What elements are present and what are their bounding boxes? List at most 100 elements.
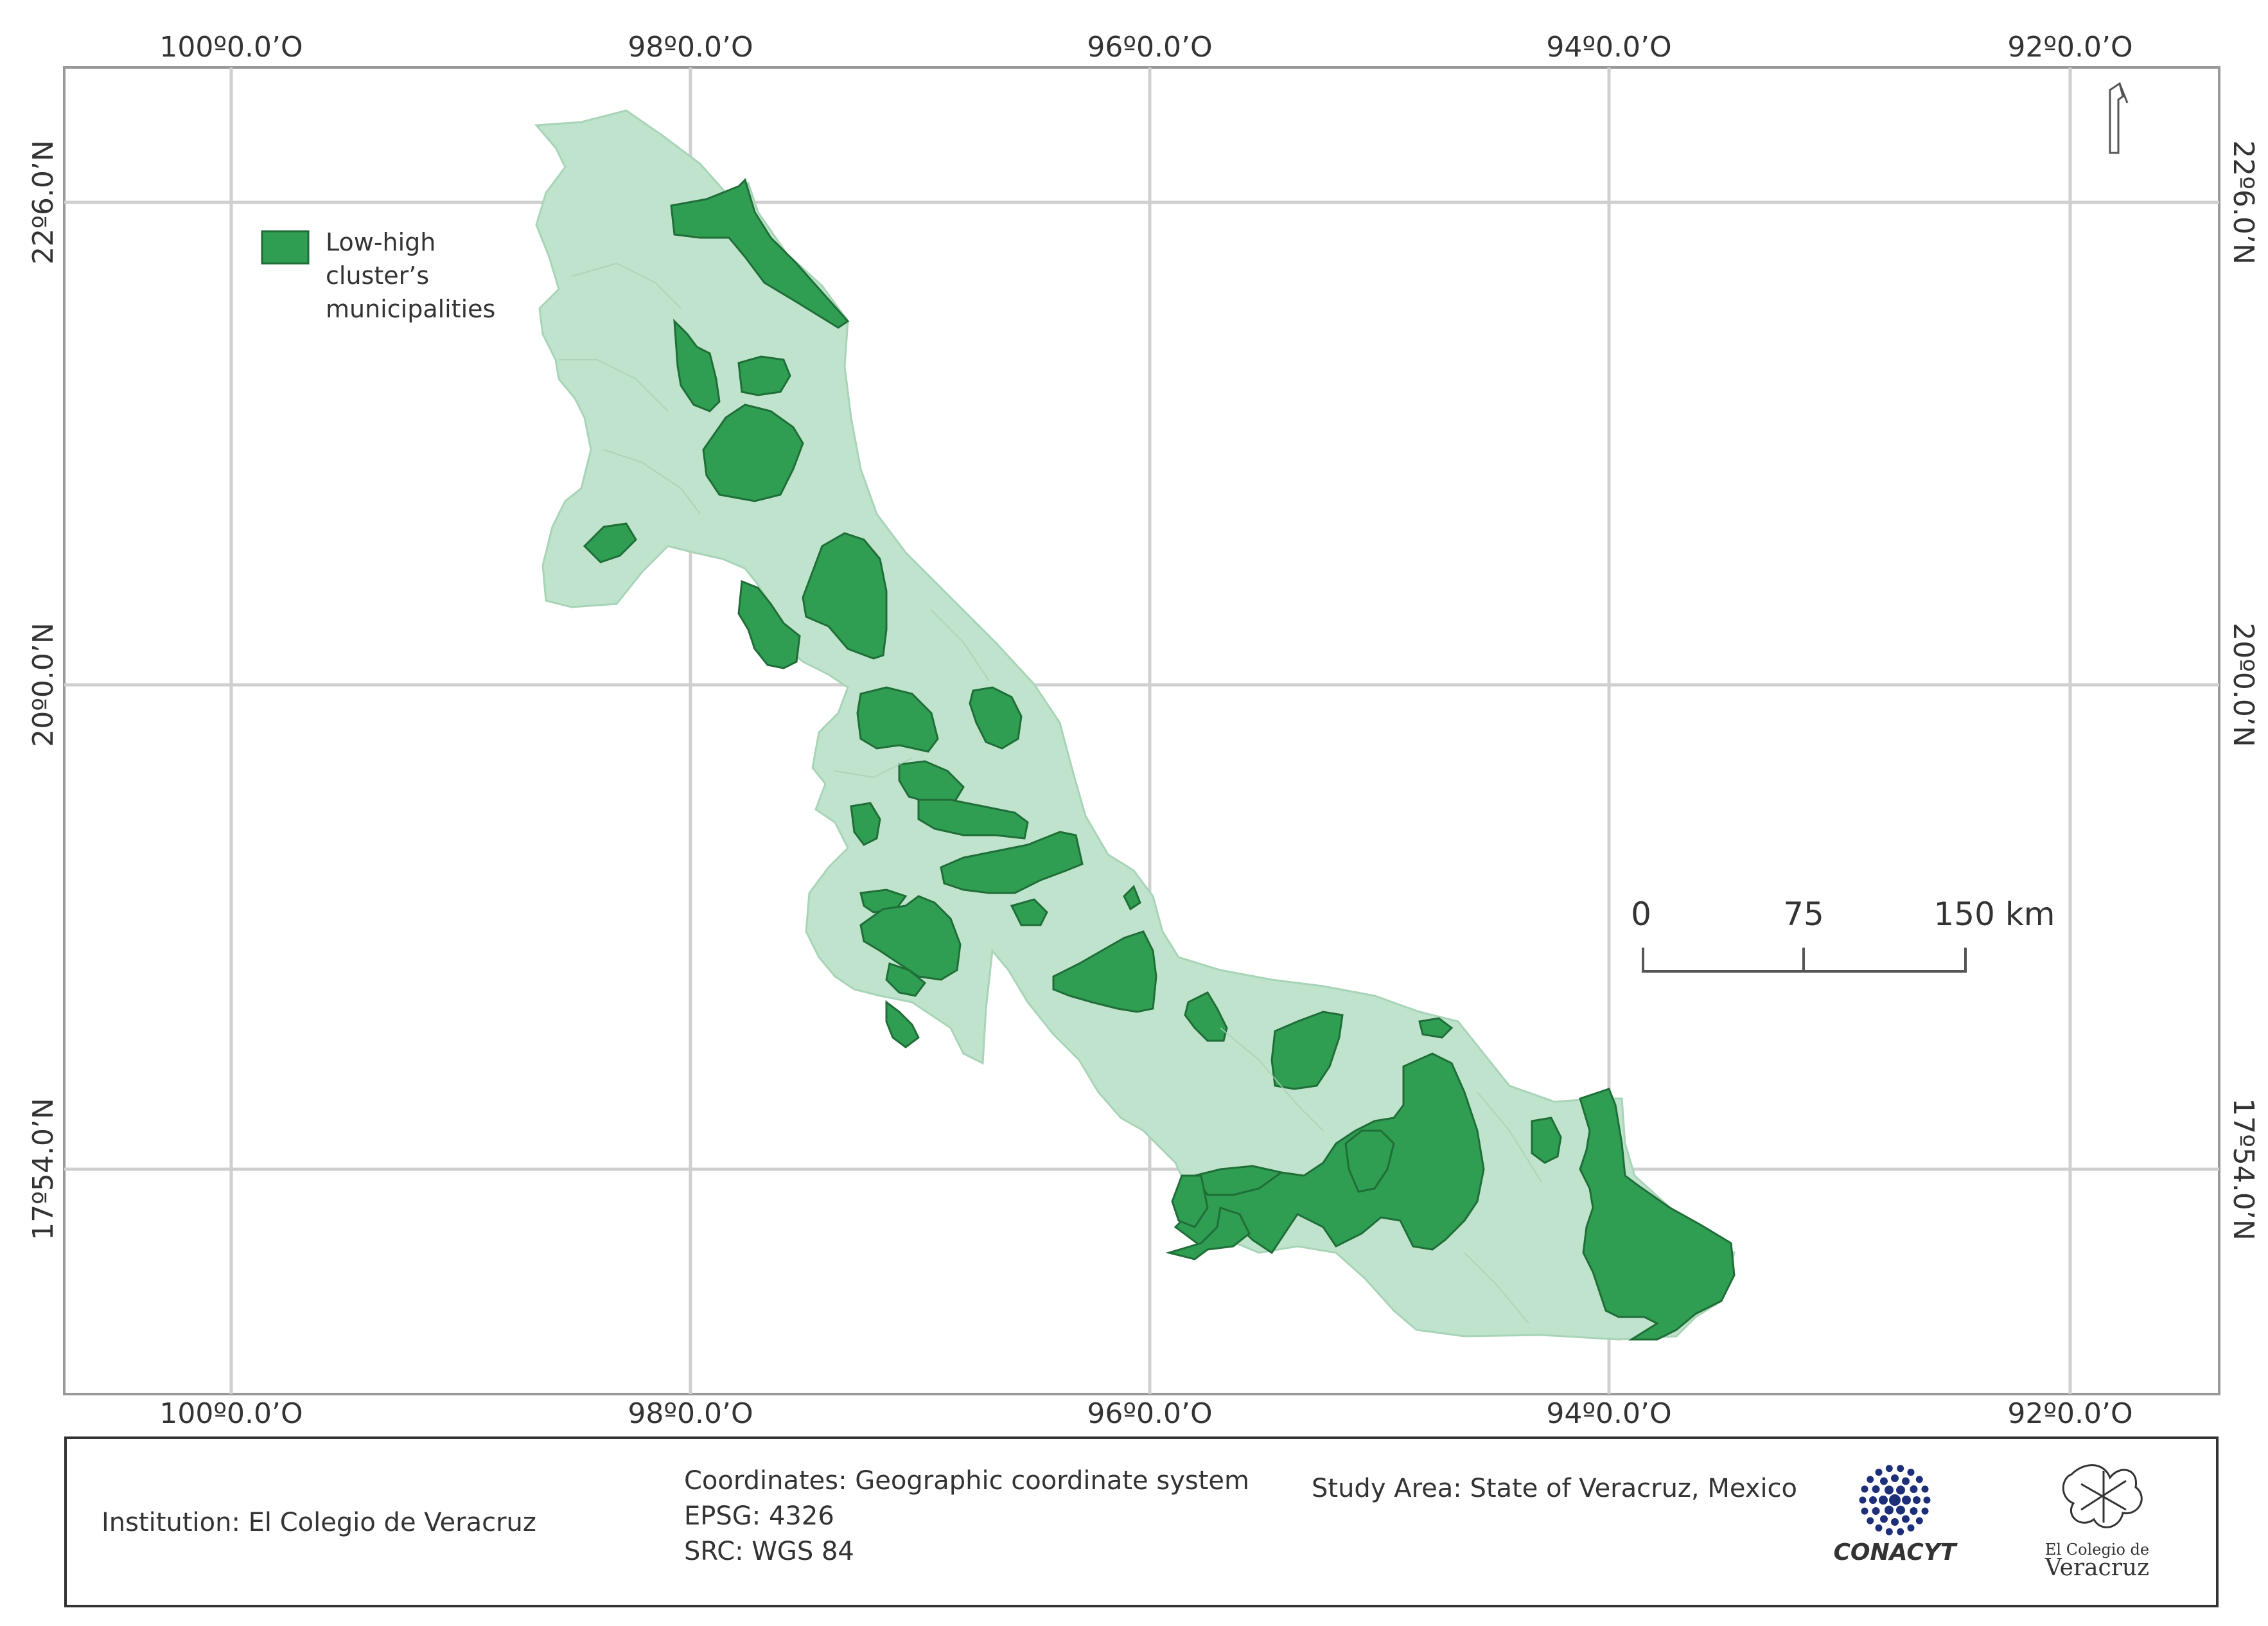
legend-swatch: [261, 230, 310, 265]
conacyt-dot: [1885, 1485, 1894, 1495]
conacyt-dot: [1872, 1507, 1880, 1515]
cluster-municipalities: [583, 178, 1736, 1341]
lon-label: 94º0.0’O: [1546, 1397, 1671, 1430]
conacyt-dot: [1910, 1485, 1918, 1493]
conacyt-dot: [1885, 1505, 1894, 1515]
colegio-logo-text: Veracruz: [2044, 1555, 2149, 1581]
cluster-municipality: [969, 686, 1023, 750]
cluster-municipality: [1171, 1174, 1209, 1228]
scale-label: 75: [1783, 896, 1824, 933]
conacyt-dot: [1902, 1496, 1911, 1505]
cluster-municipality: [702, 403, 804, 502]
cluster-municipality: [1184, 991, 1228, 1042]
scale-label: 150 km: [1934, 896, 2055, 933]
cluster-municipality: [737, 355, 791, 396]
conacyt-dot: [1885, 1528, 1893, 1535]
legend-line: Low-high: [326, 228, 435, 256]
north-arrow-icon: [2109, 82, 2129, 154]
legend-line: municipalities: [326, 295, 495, 323]
lon-label: 96º0.0’O: [1087, 31, 1212, 64]
legend-line: cluster’s: [326, 261, 429, 290]
conacyt-dot: [1897, 1465, 1904, 1472]
conacyt-dot: [1867, 1517, 1874, 1524]
cluster-municipality: [583, 522, 637, 563]
cluster-municipality: [940, 831, 1084, 894]
cluster-municipality: [1010, 898, 1048, 926]
conacyt-dot: [1867, 1476, 1874, 1483]
cluster-municipality: [1123, 885, 1141, 911]
cluster-municipality: [670, 178, 850, 329]
lon-label: 100º0.0’O: [159, 31, 303, 64]
lat-label: 20º0.0’N: [2227, 623, 2260, 747]
conacyt-dot: [1875, 1469, 1883, 1476]
lat-labels-right: 22º6.0’N 20º0.0’N 17º54.0’N: [2227, 140, 2260, 1241]
footer-box: [64, 1436, 2219, 1607]
lon-label: 94º0.0’O: [1546, 31, 1671, 64]
conacyt-dot: [1885, 1465, 1893, 1472]
cluster-municipality: [673, 319, 721, 412]
conacyt-dot: [1907, 1469, 1915, 1476]
conacyt-logo: CONACYT: [1834, 1465, 1958, 1566]
cluster-municipality: [1165, 1206, 1251, 1260]
lat-labels-left: 22º6.0’N 20º0.0’N 17º54.0’N: [27, 140, 60, 1241]
cluster-municipality: [1052, 930, 1157, 1013]
cluster-municipality: [856, 686, 939, 753]
cluster-municipality: [802, 532, 888, 660]
lon-label: 96º0.0’O: [1087, 1397, 1212, 1430]
conacyt-dot: [1889, 1494, 1901, 1506]
conacyt-dot: [1880, 1515, 1888, 1523]
scale-bar: 0 75 150 km: [1631, 896, 2055, 973]
conacyt-dot: [1891, 1518, 1899, 1526]
cluster-municipality: [1418, 1017, 1454, 1039]
conacyt-dot: [1891, 1474, 1899, 1482]
conacyt-dot: [1921, 1485, 1929, 1493]
conacyt-dot: [1902, 1477, 1910, 1485]
conacyt-dot: [1896, 1505, 1905, 1515]
conacyt-dot: [1902, 1515, 1910, 1523]
conacyt-dot: [1879, 1496, 1888, 1505]
lon-label: 98º0.0’O: [628, 31, 753, 64]
conacyt-dot: [1861, 1507, 1868, 1515]
cluster-municipality: [1579, 1088, 1736, 1341]
lon-label: 98º0.0’O: [628, 1397, 753, 1430]
conacyt-dot: [1921, 1507, 1929, 1515]
conacyt-dot: [1907, 1524, 1915, 1532]
lon-label: 92º0.0’O: [2007, 1397, 2132, 1430]
conacyt-dot: [1915, 1517, 1923, 1524]
conacyt-dot: [1897, 1528, 1904, 1535]
conacyt-dot: [1859, 1496, 1867, 1504]
cluster-municipality: [885, 962, 927, 997]
scale-label: 0: [1631, 896, 1651, 933]
lon-labels-top: 100º0.0’O 98º0.0’O 96º0.0’O 94º0.0’O 92º…: [159, 31, 2132, 64]
lon-label: 92º0.0’O: [2007, 31, 2132, 64]
cluster-municipality: [859, 895, 962, 981]
municipality-borders: [559, 262, 1542, 1324]
conacyt-dot: [1923, 1496, 1931, 1504]
coordinates-text: Coordinates: Geographic coordinate syste…: [684, 1466, 1249, 1496]
study-area-text: Study Area: State of Veracruz, Mexico: [1312, 1474, 1797, 1503]
lat-label: 20º0.0’N: [27, 623, 60, 747]
colegio-logo: [2062, 1464, 2143, 1528]
conacyt-dot: [1880, 1477, 1888, 1485]
lat-label: 17º54.0’N: [2227, 1098, 2260, 1241]
conacyt-dot: [1872, 1485, 1880, 1493]
lat-label: 17º54.0’N: [27, 1098, 60, 1241]
conacyt-dot: [1910, 1507, 1918, 1515]
conacyt-dot: [1915, 1476, 1923, 1483]
institution-text: Institution: El Colegio de Veracruz: [101, 1508, 536, 1537]
cluster-municipality: [737, 579, 801, 669]
legend: Low-high cluster’s municipalities: [261, 228, 495, 323]
cluster-municipality: [850, 802, 881, 846]
map-frame: [63, 66, 2220, 1395]
lat-label: 22º6.0’N: [27, 140, 60, 265]
cluster-municipality: [1344, 1129, 1395, 1193]
cluster-municipality: [1531, 1117, 1562, 1164]
src-text: SRC: WGS 84: [684, 1537, 854, 1566]
conacyt-dot: [1875, 1524, 1883, 1532]
cluster-municipality: [1174, 1052, 1485, 1255]
lat-label: 22º6.0’N: [2227, 140, 2260, 265]
cluster-municipality: [1193, 1165, 1284, 1196]
cluster-municipality: [917, 799, 1029, 840]
lon-label: 100º0.0’O: [159, 1397, 303, 1430]
